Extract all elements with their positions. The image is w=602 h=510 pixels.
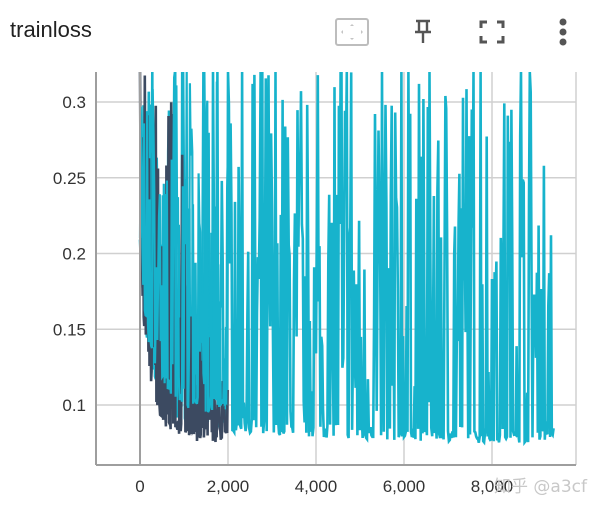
- watermark: 知乎 @a3cf: [494, 477, 588, 497]
- x-tick-label: 6,000: [383, 477, 426, 496]
- fit-to-data-icon: [335, 18, 369, 46]
- y-tick-label: 0.1: [62, 396, 86, 415]
- x-tick-label: 8,000: [471, 477, 514, 496]
- more-menu-button[interactable]: [544, 14, 582, 50]
- x-axis-ticks: 0 2,000 4,000 6,000 8,000: [135, 477, 513, 496]
- y-tick-label: 0.3: [62, 93, 86, 112]
- axes: [95, 72, 576, 466]
- fullscreen-button[interactable]: [473, 14, 511, 50]
- fullscreen-icon: [479, 20, 505, 44]
- pin-icon: [415, 19, 431, 43]
- y-tick-label: 0.2: [62, 245, 86, 264]
- more-vert-icon: [559, 18, 567, 46]
- y-tick-label: 0.25: [53, 169, 86, 188]
- series-layer: [138, 72, 555, 447]
- x-tick-label: 2,000: [207, 477, 250, 496]
- fit-domain-button[interactable]: [333, 14, 371, 50]
- chart-title: trainloss: [10, 17, 92, 42]
- x-tick-label: 0: [135, 477, 144, 496]
- y-axis-ticks: 0.1 0.15 0.2 0.25 0.3: [53, 93, 86, 415]
- x-tick-label: 4,000: [295, 477, 338, 496]
- pin-button[interactable]: [404, 14, 442, 50]
- y-tick-label: 0.15: [53, 320, 86, 339]
